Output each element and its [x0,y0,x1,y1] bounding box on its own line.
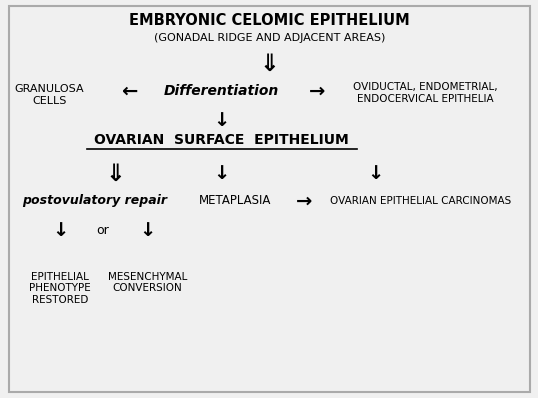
Text: ⇓: ⇓ [259,52,279,76]
Text: OVARIAN  SURFACE  EPITHELIUM: OVARIAN SURFACE EPITHELIUM [94,133,349,147]
Text: OVIDUCTAL, ENDOMETRIAL,
ENDOCERVICAL EPITHELIA: OVIDUCTAL, ENDOMETRIAL, ENDOCERVICAL EPI… [353,82,498,104]
Text: Differentiation: Differentiation [164,84,279,98]
Text: ↓: ↓ [214,164,230,183]
Text: ↓: ↓ [52,221,68,240]
Text: ←: ← [121,82,137,101]
Text: ↓: ↓ [214,111,230,130]
Text: ⇓: ⇓ [106,162,125,185]
Text: ↓: ↓ [367,164,384,183]
Text: EMBRYONIC CELOMIC EPITHELIUM: EMBRYONIC CELOMIC EPITHELIUM [129,13,410,28]
Text: →: → [295,191,312,211]
Text: or: or [96,224,109,237]
Text: GRANULOSA
CELLS: GRANULOSA CELLS [15,84,84,106]
Text: OVARIAN EPITHELIAL CARCINOMAS: OVARIAN EPITHELIAL CARCINOMAS [330,196,511,206]
Text: (GONADAL RIDGE AND ADJACENT AREAS): (GONADAL RIDGE AND ADJACENT AREAS) [154,33,385,43]
Text: postovulatory repair: postovulatory repair [22,195,167,207]
Text: ↓: ↓ [139,221,155,240]
Text: MESENCHYMAL
CONVERSION: MESENCHYMAL CONVERSION [108,271,187,293]
Text: →: → [309,82,325,101]
Text: EPITHELIAL
PHENOTYPE
RESTORED: EPITHELIAL PHENOTYPE RESTORED [29,271,91,305]
Text: METAPLASIA: METAPLASIA [199,195,271,207]
